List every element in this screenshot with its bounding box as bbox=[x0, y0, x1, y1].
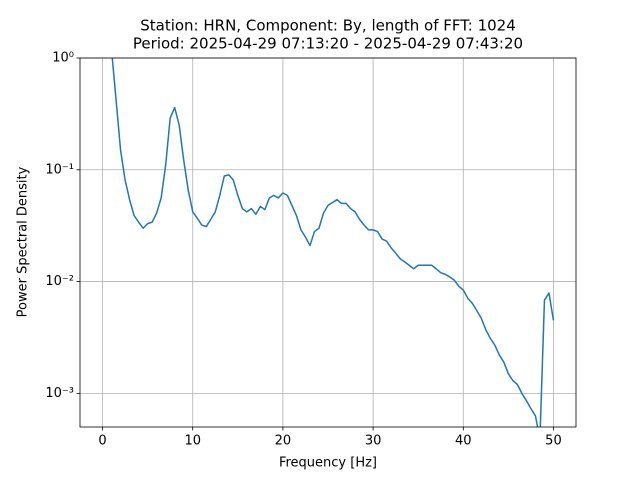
x-tick-label: 10 bbox=[184, 434, 201, 449]
y-tick-label: 10⁻² bbox=[45, 274, 74, 289]
axes-frame bbox=[79, 57, 577, 428]
y-tick-label: 10⁰ bbox=[52, 51, 74, 66]
x-axis-label: Frequency [Hz] bbox=[279, 456, 377, 471]
plot-area bbox=[111, 58, 555, 427]
x-tick-label: 20 bbox=[275, 434, 292, 449]
y-tick-label: 10⁻¹ bbox=[45, 162, 74, 177]
x-tick-label: 30 bbox=[365, 434, 382, 449]
x-tick-label: 40 bbox=[455, 434, 472, 449]
x-tick-label: 0 bbox=[98, 434, 106, 449]
x-tick-label: 50 bbox=[545, 434, 562, 449]
chart-subtitle: Period: 2025-04-29 07:13:20 - 2025-04-29… bbox=[133, 35, 523, 53]
data-line bbox=[111, 58, 555, 427]
y-axis-label: Power Spectral Density bbox=[16, 166, 31, 317]
y-tick-label: 10⁻³ bbox=[45, 386, 74, 401]
chart-title: Station: HRN, Component: By, length of F… bbox=[140, 17, 516, 35]
